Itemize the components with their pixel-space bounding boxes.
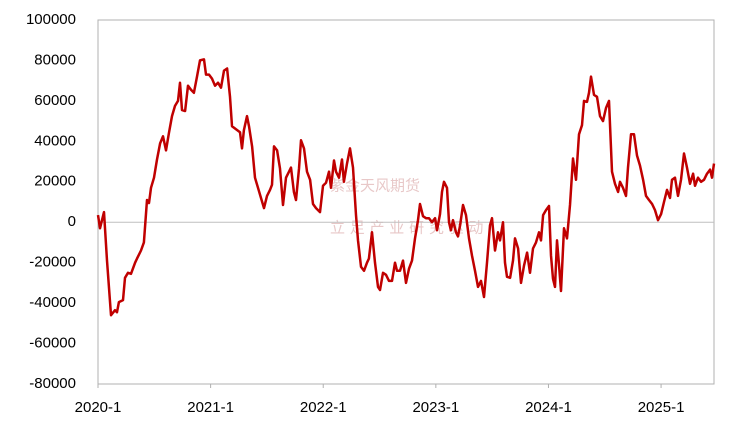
watermark: 紫金天风期货 — [330, 177, 420, 195]
x-tick-label: 2023-1 — [412, 399, 459, 416]
y-tick-label: -20000 — [29, 254, 76, 271]
y-tick-label: -60000 — [29, 335, 76, 352]
x-tick-label: 2022-1 — [300, 399, 347, 416]
y-tick-label: 0 — [68, 213, 76, 230]
x-tick-label: 2020-1 — [75, 399, 122, 416]
x-tick-label: 2025-1 — [638, 399, 685, 416]
data-line — [96, 58, 716, 317]
x-tick-label: 2024-1 — [525, 399, 572, 416]
plot-frame — [97, 19, 715, 385]
y-tick-label: -40000 — [29, 294, 76, 311]
watermark-sub: 立 足 产 业 研 究 驱 动 — [330, 219, 483, 237]
y-tick-label: 60000 — [34, 92, 76, 109]
y-tick-label: 20000 — [34, 173, 76, 190]
y-tick-label: 100000 — [26, 11, 76, 28]
x-tick-label: 2021-1 — [187, 399, 234, 416]
y-tick-label: 40000 — [34, 132, 76, 149]
y-tick-label: 80000 — [34, 51, 76, 68]
y-tick-label: -80000 — [29, 375, 76, 392]
